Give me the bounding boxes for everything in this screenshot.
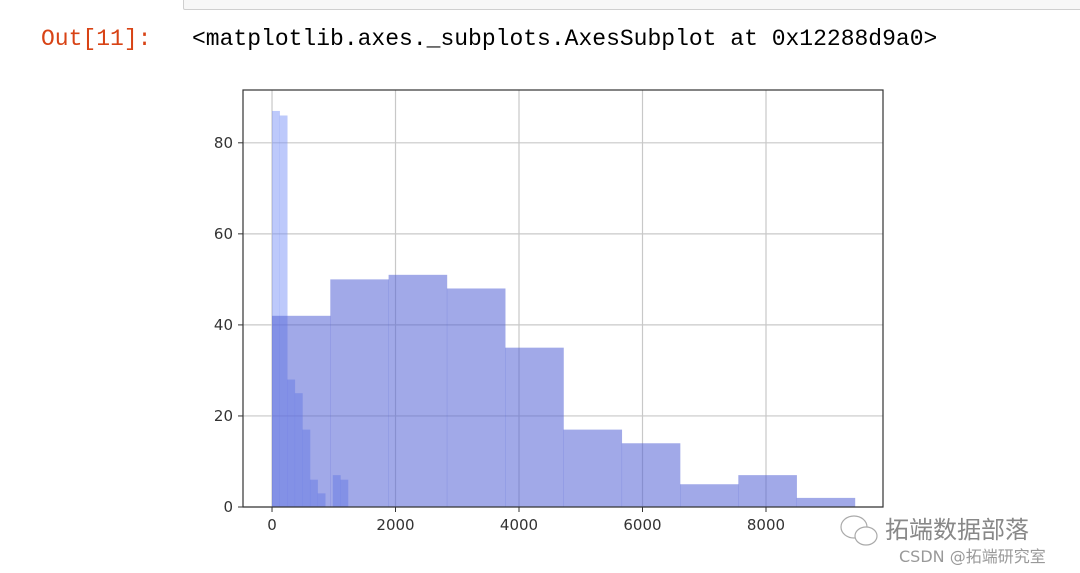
output-prompt: Out[11]: bbox=[41, 26, 152, 52]
histogram-bar-series-2 bbox=[505, 347, 564, 507]
bars bbox=[272, 110, 856, 508]
histogram-bar-series-1 bbox=[272, 110, 280, 508]
y-tick-label: 20 bbox=[214, 407, 233, 425]
histogram-bar-series-2 bbox=[621, 443, 681, 507]
x-tick-label: 0 bbox=[267, 516, 277, 534]
histogram-bar-series-2 bbox=[446, 288, 506, 507]
x-tick-label: 2000 bbox=[376, 516, 414, 534]
watermark-title: 拓端数据部落 bbox=[885, 516, 1029, 544]
y-tick-label: 0 bbox=[223, 498, 233, 516]
x-tick-label: 8000 bbox=[747, 516, 785, 534]
y-tick-label: 40 bbox=[214, 316, 233, 334]
wechat-icon bbox=[840, 515, 878, 546]
output-text: <matplotlib.axes._subplots.AxesSubplot a… bbox=[192, 26, 938, 52]
watermark-credit: CSDN @拓端研究室 bbox=[899, 547, 1046, 566]
histogram-bar-series-2 bbox=[563, 429, 623, 507]
histogram-bar-series-2 bbox=[388, 274, 448, 507]
histogram-bar-series-2 bbox=[796, 497, 856, 507]
ticks: 0 2000 4000 6000 8000 0 20 40 60 80 bbox=[214, 134, 785, 534]
x-tick-label: 4000 bbox=[500, 516, 538, 534]
y-tick-label: 80 bbox=[214, 134, 233, 152]
input-cell-box[interactable] bbox=[183, 0, 1080, 10]
x-tick-label: 6000 bbox=[623, 516, 661, 534]
histogram-bar-series-2 bbox=[272, 315, 331, 507]
histogram-bar-series-1 bbox=[279, 115, 288, 508]
histogram-bar-series-2 bbox=[738, 475, 797, 507]
histogram-bar-series-2 bbox=[330, 279, 389, 507]
axes-frame bbox=[242, 89, 884, 508]
y-tick-label: 60 bbox=[214, 225, 233, 243]
histogram-bar-series-2 bbox=[680, 484, 739, 507]
